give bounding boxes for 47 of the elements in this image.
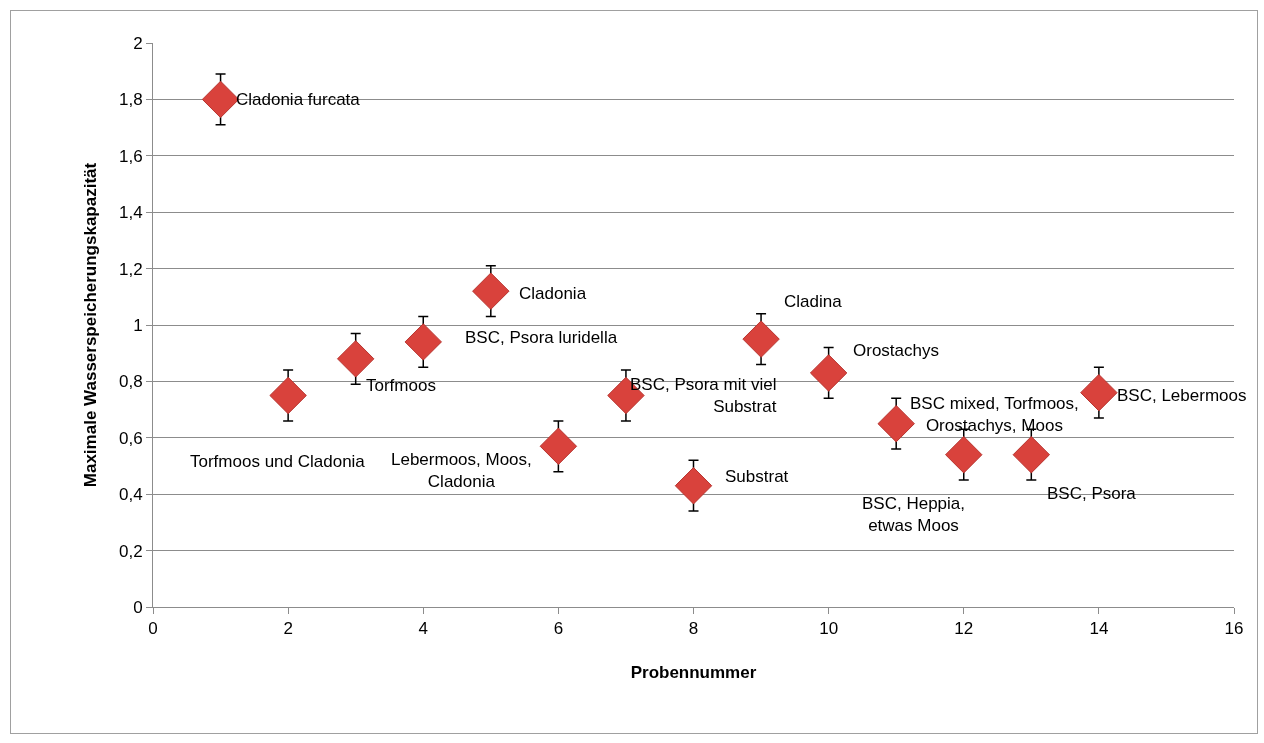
y-axis-title: Maximale Wasserspeicherungskapazität — [80, 162, 100, 488]
x-tick-label: 2 — [283, 619, 293, 639]
annotation: Orostachys — [853, 341, 939, 360]
point — [945, 436, 983, 474]
y-tick-label: 1,8 — [118, 90, 143, 110]
annotation: BSC, Lebermoos — [1117, 386, 1247, 405]
x-tick-label: 4 — [418, 619, 428, 639]
y-tick-label: 0,2 — [118, 541, 143, 561]
annotation: Torfmoos — [366, 376, 436, 395]
point — [1012, 436, 1051, 474]
point — [539, 427, 578, 465]
point — [674, 467, 713, 505]
annotation: Cladonia — [519, 284, 587, 303]
x-tick-label: 6 — [553, 619, 564, 639]
point — [472, 272, 510, 310]
x-tick-label: 14 — [1089, 619, 1109, 639]
annotation: Lebermoos, Moos, Cladonia — [391, 450, 532, 492]
annotation: Cladina — [784, 292, 843, 311]
y-tick-label: 0,8 — [118, 372, 143, 392]
annotation: Cladonia furcata — [236, 90, 361, 109]
y-tick-label: 0,4 — [118, 485, 143, 505]
y-tick-label: 1,6 — [118, 146, 143, 166]
x-tick-label: 8 — [688, 619, 699, 639]
y-tick-label: 2 — [133, 33, 143, 53]
annotation: BSC, Psora — [1047, 484, 1137, 503]
point — [809, 354, 848, 392]
annotation: BSC mixed, Torfmoos, Orostachys, Moos — [910, 394, 1079, 436]
y-tick-label: 0 — [133, 597, 143, 617]
annotation: BSC, Heppia, etwas Moos — [862, 494, 965, 536]
point — [1080, 373, 1118, 412]
annotation: BSC, Psora mit viel Substrat — [630, 375, 777, 417]
x-tick-label: 12 — [954, 619, 974, 639]
x-tick-label: 10 — [819, 619, 839, 639]
point — [404, 323, 442, 361]
y-tick-label: 1,4 — [118, 203, 143, 223]
y-tick-label: 1,2 — [118, 259, 143, 279]
point — [336, 340, 375, 378]
y-tick-label: 0,6 — [118, 428, 143, 448]
y-tick-label: 1 — [133, 315, 143, 335]
point — [269, 376, 307, 415]
annotation: BSC, Psora luridella — [465, 328, 618, 347]
annotation: Substrat — [725, 467, 789, 486]
point — [742, 320, 780, 358]
x-tick-label: 16 — [1224, 619, 1244, 639]
x-axis-title: Probennummer — [630, 662, 757, 682]
annotation: Torfmoos und Cladonia — [190, 452, 366, 471]
x-tick-label: 0 — [148, 619, 158, 639]
